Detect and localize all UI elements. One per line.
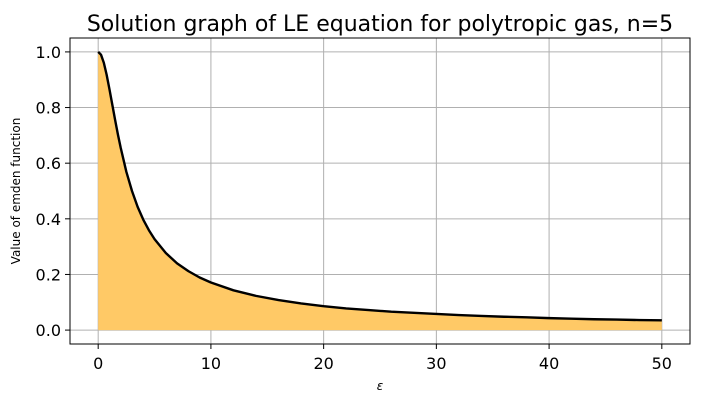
area-fill xyxy=(98,51,662,331)
plot-area xyxy=(97,51,662,331)
y-tick-label: 0.4 xyxy=(36,210,61,229)
x-tick-label: 50 xyxy=(652,354,672,373)
x-axis-label: ε xyxy=(377,379,384,393)
x-tick-label: 10 xyxy=(201,354,221,373)
axis-ticks: 0 10 20 30 40 50 0.0 0.2 0.4 0.6 0.8 1.0 xyxy=(36,43,672,373)
x-tick-label: 30 xyxy=(426,354,446,373)
x-tick-label: 40 xyxy=(539,354,559,373)
y-tick-label: 0.2 xyxy=(36,265,61,284)
y-tick-label: 1.0 xyxy=(36,43,61,62)
emden-curve xyxy=(97,51,662,322)
y-tick-label: 0.6 xyxy=(36,154,61,173)
chart-title: Solution graph of LE equation for polytr… xyxy=(87,12,673,37)
y-tick-label: 0.8 xyxy=(36,99,61,118)
x-tick-label: 20 xyxy=(313,354,333,373)
y-axis-label: Value of emden function xyxy=(9,118,23,265)
y-tick-label: 0.0 xyxy=(36,321,61,340)
x-tick-label: 0 xyxy=(93,354,103,373)
plot-frame xyxy=(69,37,691,345)
